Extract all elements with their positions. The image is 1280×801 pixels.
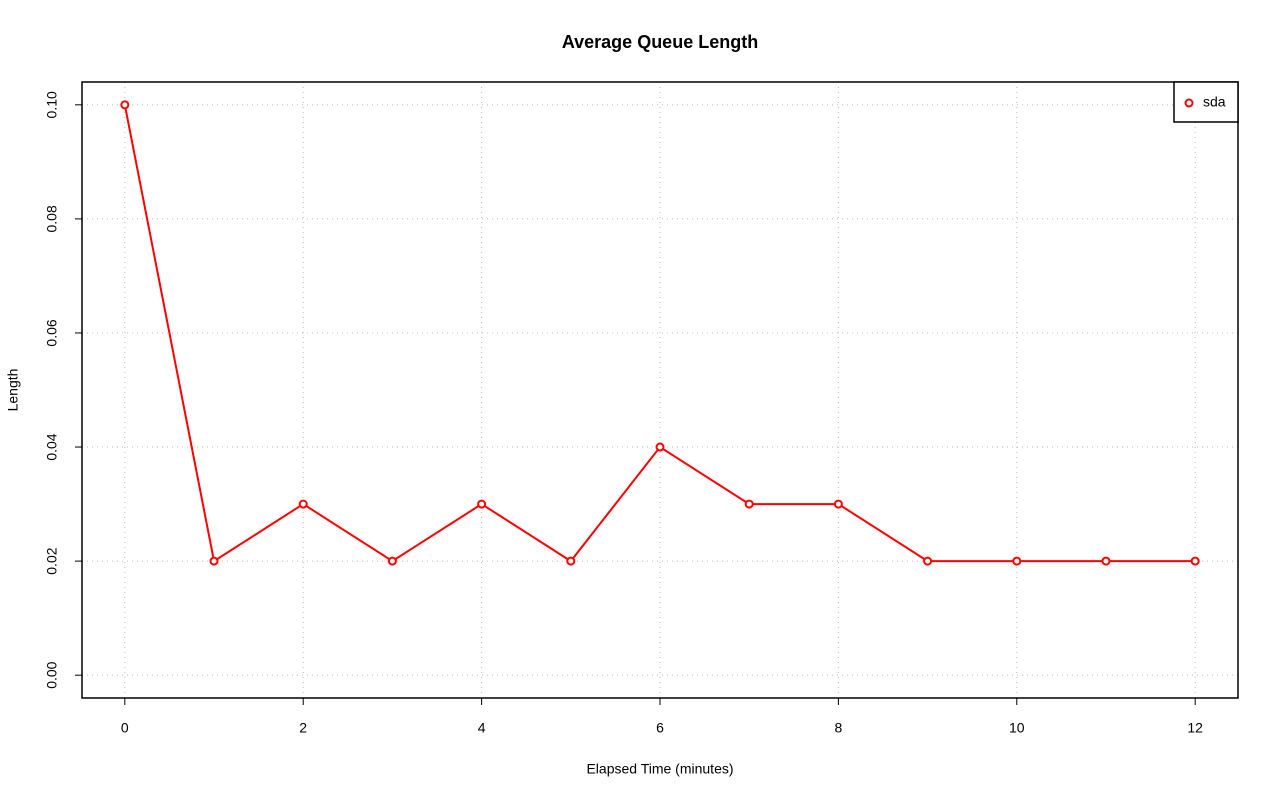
point	[1190, 556, 1200, 566]
point	[1101, 556, 1111, 566]
point	[298, 499, 308, 509]
y-tick-label: 0.00	[44, 661, 60, 688]
x-tick-label: 10	[1009, 720, 1025, 736]
point	[923, 556, 933, 566]
point	[477, 499, 487, 509]
x-tick-label: 0	[121, 720, 129, 736]
point	[744, 499, 754, 509]
point	[209, 556, 219, 566]
point	[120, 100, 130, 110]
x-tick-label: 8	[834, 720, 842, 736]
y-tick-label: 0.06	[44, 319, 60, 346]
x-axis-label: Elapsed Time (minutes)	[586, 761, 733, 777]
y-tick-label: 0.04	[44, 433, 60, 460]
y-tick-label: 0.02	[44, 547, 60, 574]
plot-frame	[81, 81, 1239, 699]
y-tick-label: 0.08	[44, 205, 60, 232]
point	[655, 442, 665, 452]
y-axis-label: Length	[5, 369, 21, 412]
legend-symbol	[1184, 98, 1194, 108]
point	[833, 499, 843, 509]
point	[1012, 556, 1022, 566]
point	[387, 556, 397, 566]
point	[566, 556, 576, 566]
y-tick-label: 0.10	[44, 91, 60, 118]
x-tick-label: 6	[656, 720, 664, 736]
x-tick-label: 12	[1187, 720, 1203, 736]
x-tick-label: 2	[299, 720, 307, 736]
chart-title: Average Queue Length	[562, 32, 758, 52]
legend-label: sda	[1203, 94, 1226, 110]
x-tick-label: 4	[478, 720, 486, 736]
